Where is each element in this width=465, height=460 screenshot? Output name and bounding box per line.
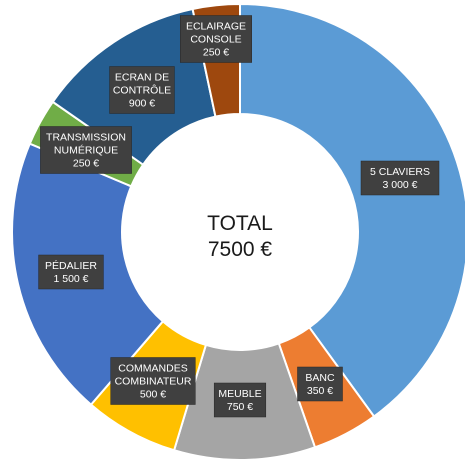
slice-name-label: TRANSMISSION <box>46 132 126 144</box>
slice-5-claviers <box>239 2 465 418</box>
slice-name-label: COMMANDES <box>118 363 187 375</box>
slice-name-label: CONSOLE <box>190 34 241 46</box>
slice-name-label: COMBINATEUR <box>115 376 192 388</box>
label-box <box>109 66 175 114</box>
slice-value-label: 750 € <box>227 401 253 413</box>
center-total-value: 7500 € <box>208 238 273 261</box>
label-box <box>360 160 440 196</box>
slice-value-label: 250 € <box>73 158 99 170</box>
slice-value-label: 350 € <box>307 385 333 397</box>
slice-value-label: 1 500 € <box>53 273 88 285</box>
slice-name-label: NUMÉRIQUE <box>54 144 118 157</box>
slice-value-label: 500 € <box>140 389 166 401</box>
slice-name-label: 5 CLAVIERS <box>370 166 430 178</box>
slice-name-label: ECRAN DE <box>115 72 169 84</box>
label-box <box>180 15 252 63</box>
label-box <box>38 254 104 290</box>
label-box <box>297 366 343 402</box>
slice-name-label: BANC <box>305 372 335 384</box>
slice-name-label: PÉDALIER <box>45 259 97 272</box>
center-total-label: TOTAL <box>207 212 273 235</box>
slice-value-label: 3 000 € <box>382 179 417 191</box>
slice-name-label: MEUBLE <box>218 388 261 400</box>
label-box <box>213 382 267 418</box>
label-box <box>110 357 196 405</box>
slice-value-label: 900 € <box>129 98 155 110</box>
slice-name-label: ECLAIRAGE <box>186 21 246 33</box>
slice-value-label: 250 € <box>203 47 229 59</box>
label-box <box>40 126 132 174</box>
slice-name-label: CONTRÔLE <box>113 84 171 97</box>
